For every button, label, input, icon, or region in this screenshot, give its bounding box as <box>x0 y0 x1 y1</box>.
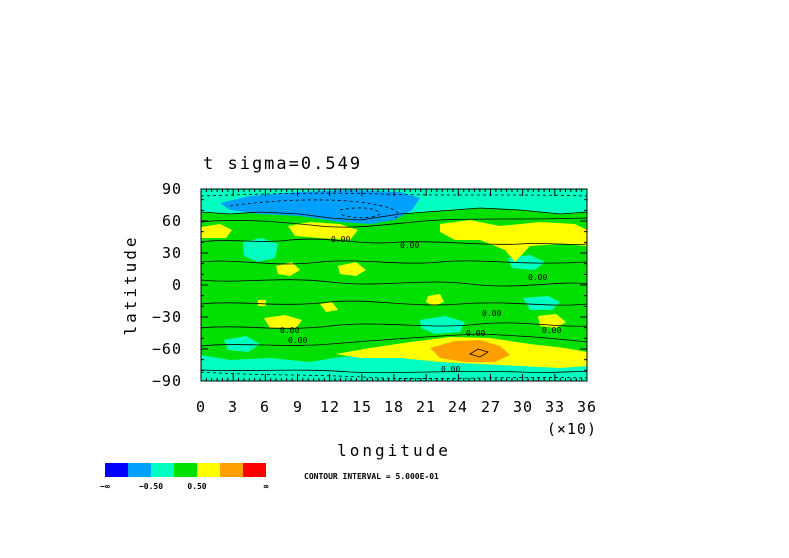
svg-text:0.00: 0.00 <box>400 241 419 250</box>
blue-north-region <box>220 190 420 224</box>
x-tick-label: 33 <box>545 398 565 416</box>
svg-text:0.00: 0.00 <box>482 309 501 318</box>
yellow-patch-c1 <box>276 262 300 276</box>
x-tick-label: 36 <box>577 398 597 416</box>
colorbar-swatch <box>243 463 266 477</box>
colorbar-swatch <box>174 463 197 477</box>
plot-area: 0.00 0.00 0.00 0.00 0.00 0.00 0.00 0.00 … <box>200 188 588 382</box>
x-tick-label: 18 <box>384 398 404 416</box>
y-tick-label: −90 <box>152 372 182 390</box>
yellow-patch-c2 <box>338 262 366 276</box>
y-tick-label: 0 <box>172 276 182 294</box>
y-axis-label: latitude <box>121 234 140 335</box>
yellow-patch-c4 <box>320 302 338 312</box>
teal-patch-2 <box>420 316 465 334</box>
yellow-patch-c3 <box>426 294 444 306</box>
contour-lines <box>201 207 587 373</box>
x-tick-label: 21 <box>416 398 436 416</box>
y-tick-label: 90 <box>162 180 182 198</box>
svg-text:0.00: 0.00 <box>542 326 561 335</box>
contour-interval-note: CONTOUR INTERVAL = 5.000E-01 <box>304 472 439 481</box>
orange-south-region <box>430 340 510 362</box>
x-tick-label: 15 <box>352 398 372 416</box>
x-tick-label: 0 <box>196 398 206 416</box>
y-tick-label: 60 <box>162 212 182 230</box>
x-tick-label: 27 <box>481 398 501 416</box>
contour-value-labels: 0.00 0.00 0.00 0.00 0.00 0.00 0.00 0.00 … <box>280 235 561 374</box>
colorbar-label: −0.50 <box>139 482 163 491</box>
teal-patch-3 <box>523 296 560 310</box>
yellow-patch-s1 <box>264 315 302 328</box>
svg-text:0.00: 0.00 <box>280 326 299 335</box>
svg-text:0.00: 0.00 <box>528 273 547 282</box>
y-tick-label: −60 <box>152 340 182 358</box>
y-tick-label: 30 <box>162 244 182 262</box>
colorbar: −∞ −0.50 0.50 ∞ <box>100 463 269 491</box>
x-tick-labels: 0 3 6 9 12 15 18 21 24 27 30 33 36 <box>196 398 597 416</box>
x-tick-label: 6 <box>260 398 270 416</box>
yellow-patch-n2 <box>288 222 358 240</box>
svg-text:0.00: 0.00 <box>466 329 485 338</box>
axis-ticks <box>200 188 588 382</box>
colorbar-label: ∞ <box>264 482 269 491</box>
svg-text:0.00: 0.00 <box>331 235 350 244</box>
colorbar-swatch <box>105 463 128 477</box>
x-tick-label: 9 <box>293 398 303 416</box>
colorbar-label: −∞ <box>100 482 110 491</box>
yellow-patch-ne <box>440 220 587 262</box>
dashed-contours <box>201 192 587 379</box>
colorbar-swatch <box>128 463 151 477</box>
colorbar-label: 0.50 <box>187 482 206 491</box>
y-tick-labels: 90 60 30 0 −30 −60 −90 <box>152 180 182 390</box>
teal-patch-4 <box>224 336 260 352</box>
x-tick-label: 12 <box>320 398 340 416</box>
svg-text:0.00: 0.00 <box>288 336 307 345</box>
colorbar-swatch <box>197 463 220 477</box>
chart-title: t sigma=0.549 <box>203 154 362 174</box>
x-multiplier: (×10) <box>547 420 597 438</box>
x-tick-label: 30 <box>513 398 533 416</box>
yellow-patch-small <box>258 300 266 306</box>
x-tick-label: 3 <box>228 398 238 416</box>
svg-text:0.00: 0.00 <box>441 365 460 374</box>
x-axis-label: longitude <box>337 441 451 460</box>
yellow-patch-nw <box>201 224 232 238</box>
x-tick-label: 24 <box>448 398 468 416</box>
teal-patch-1 <box>243 238 278 262</box>
colorbar-swatch <box>220 463 243 477</box>
y-tick-label: −30 <box>152 308 182 326</box>
colorbar-swatch <box>151 463 174 477</box>
